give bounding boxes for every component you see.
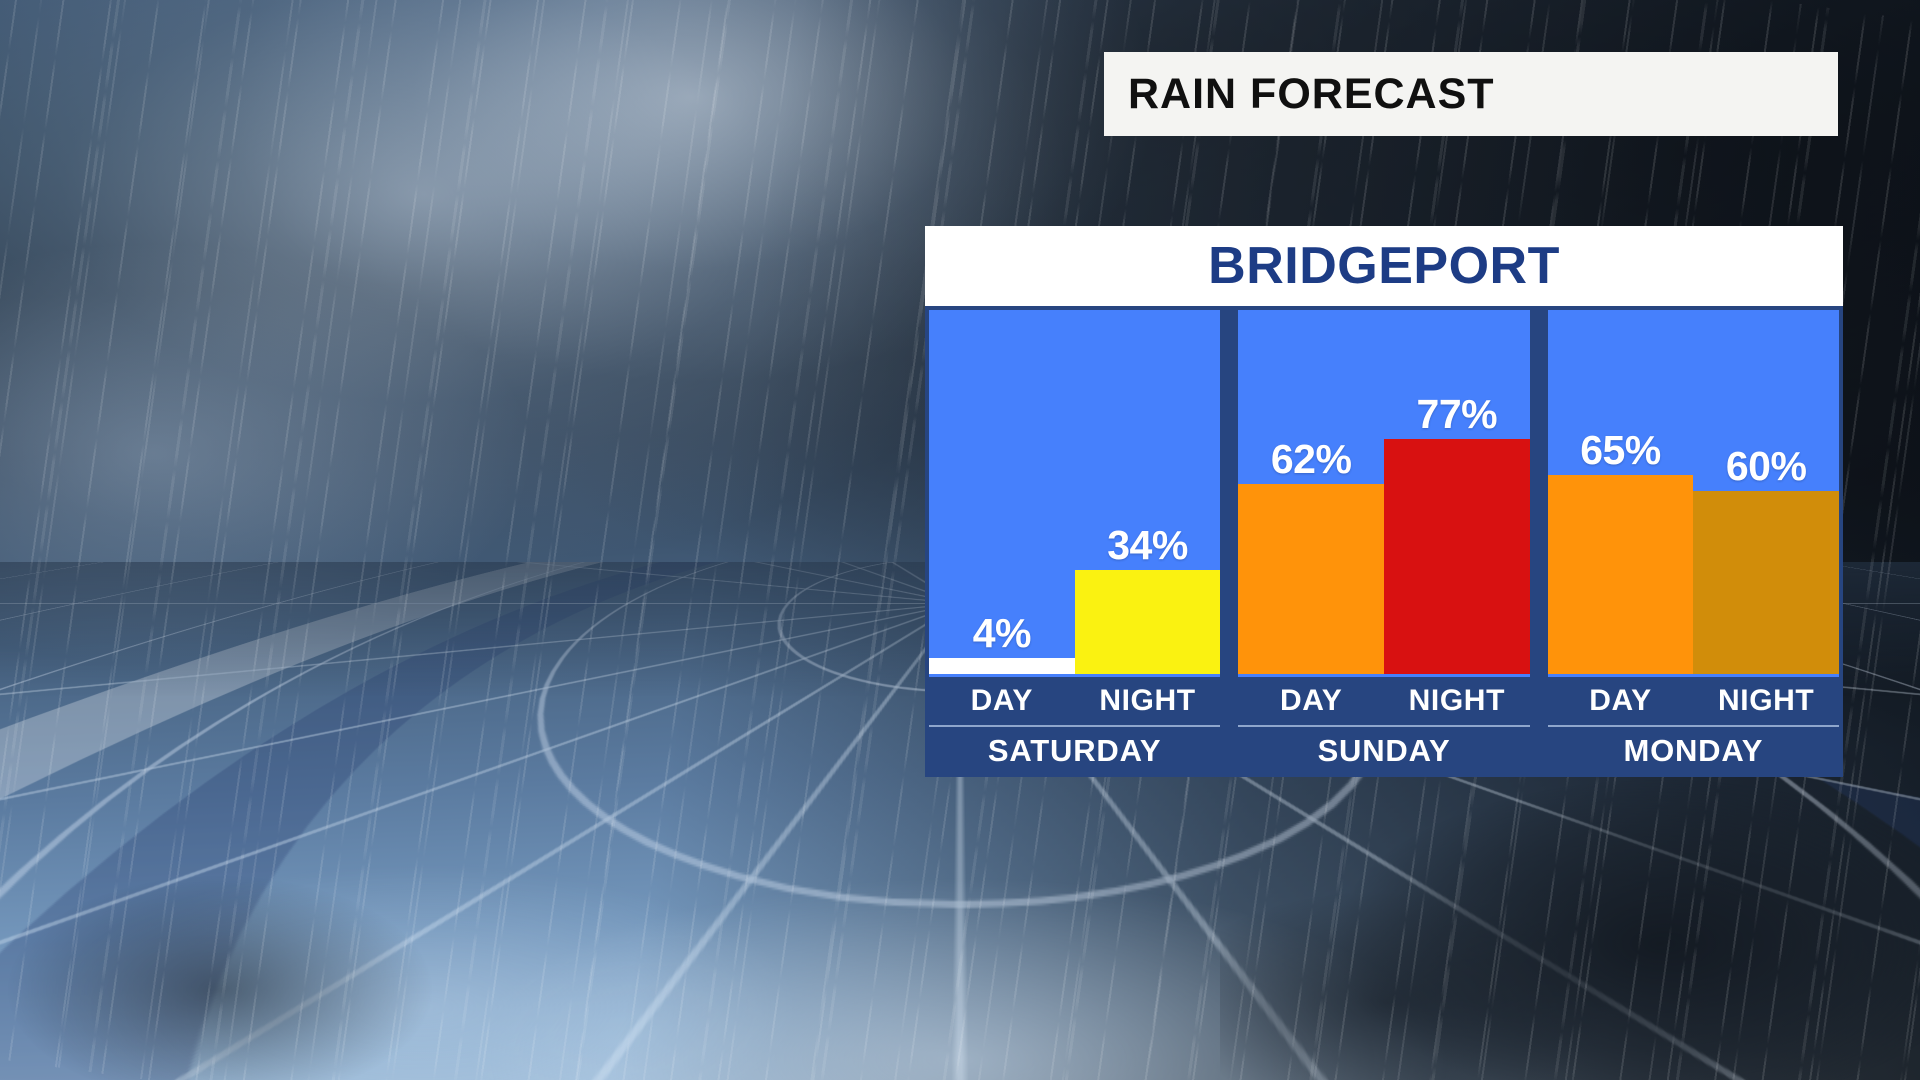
bar-day (1547, 475, 1694, 674)
bar-day (929, 658, 1075, 674)
forecast-panel-monday: 65% 60% DAY NIGHT MONDAY (1543, 306, 1843, 777)
bar-column: 62% (1238, 310, 1384, 674)
city-header: BRIDGEPORT (925, 226, 1843, 306)
day-name-row: MONDAY (1547, 725, 1839, 773)
bar-day (1238, 484, 1384, 674)
bar-value-label: 62% (1270, 436, 1352, 482)
page-title: RAIN FORECAST (1128, 69, 1495, 118)
forecast-panels: 4% 34% DAY NIGHT SATURDAY 62% 77% DAY NIGHT SUNDA… (925, 306, 1843, 777)
day-name: SATURDAY (987, 732, 1162, 768)
forecast-panel-saturday: 4% 34% DAY NIGHT SATURDAY (925, 306, 1225, 777)
bar-value-label: 60% (1725, 443, 1807, 489)
day-night-row: DAY NIGHT (929, 674, 1221, 725)
day-name-row: SUNDAY (1238, 725, 1530, 773)
title-banner: RAIN FORECAST (1104, 52, 1838, 136)
bar-column: 65% (1547, 310, 1694, 674)
day-night-row: DAY NIGHT (1547, 674, 1839, 725)
day-label: DAY (970, 684, 1034, 717)
day-label: DAY (1279, 684, 1343, 717)
night-label: NIGHT (1408, 684, 1505, 717)
bar-night (1384, 439, 1530, 674)
day-name: MONDAY (1623, 732, 1764, 768)
bar-value-label: 4% (972, 610, 1032, 656)
bar-column: 77% (1384, 310, 1530, 674)
bar-night (1074, 570, 1221, 674)
bar-value-label: 34% (1107, 522, 1188, 568)
bar-plot: 65% 60% (1547, 310, 1839, 674)
bar-column: 4% (929, 310, 1075, 674)
day-night-row: DAY NIGHT (1238, 674, 1530, 725)
night-label: NIGHT (1099, 684, 1196, 717)
night-label: NIGHT (1718, 684, 1815, 717)
day-name-row: SATURDAY (929, 725, 1221, 773)
bar-column: 34% (1074, 310, 1221, 674)
bar-value-label: 65% (1580, 427, 1661, 473)
bar-night (1693, 491, 1839, 674)
bar-plot: 4% 34% (929, 310, 1221, 674)
forecast-card: BRIDGEPORT 4% 34% DAY NIGHT SATURDAY 62% 77% DA… (925, 226, 1843, 777)
bar-value-label: 77% (1416, 391, 1498, 437)
forecast-panel-sunday: 62% 77% DAY NIGHT SUNDAY (1234, 306, 1534, 777)
bar-column: 60% (1693, 310, 1839, 674)
city-name: BRIDGEPORT (1208, 237, 1560, 295)
day-label: DAY (1589, 684, 1652, 717)
bar-plot: 62% 77% (1238, 310, 1530, 674)
day-name: SUNDAY (1317, 732, 1451, 768)
